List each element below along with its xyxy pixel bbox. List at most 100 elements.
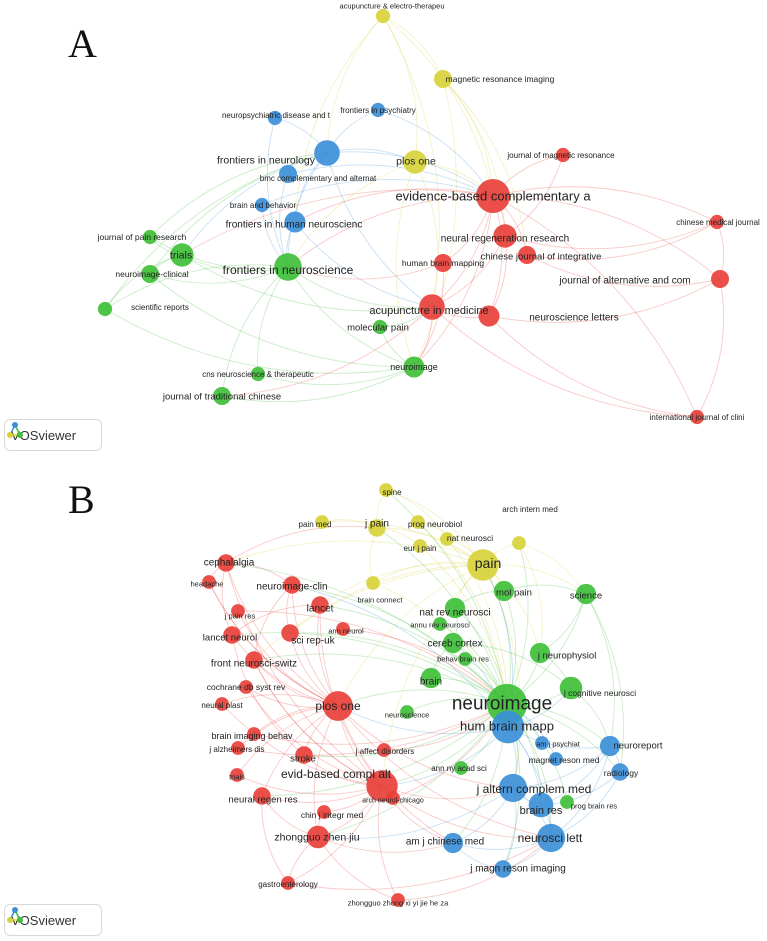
map-a-link bbox=[413, 195, 494, 368]
map-b-node-b51[interactable] bbox=[306, 825, 330, 849]
map-b-node-b52[interactable] bbox=[442, 832, 464, 854]
map-b-node-b48[interactable] bbox=[528, 792, 554, 818]
map-a-node-a21[interactable] bbox=[97, 301, 113, 317]
map-b-node-b16[interactable] bbox=[231, 604, 245, 618]
map-b-node-b26[interactable] bbox=[239, 680, 253, 694]
map-b-node-b27[interactable] bbox=[420, 667, 442, 689]
map-a-link bbox=[287, 266, 433, 309]
map-a-node-a25[interactable] bbox=[403, 356, 425, 378]
map-b-link bbox=[231, 604, 321, 636]
map-b-node-b56[interactable] bbox=[391, 893, 405, 907]
map-b-node-b23[interactable] bbox=[529, 642, 551, 664]
map-b-node-b14[interactable] bbox=[575, 583, 597, 605]
map-a-node-a4[interactable] bbox=[370, 102, 386, 118]
map-b-label-b20: sci rep-uk bbox=[291, 636, 335, 647]
map-b-node-b13[interactable] bbox=[366, 576, 380, 590]
map-a-label-a21: scientific reports bbox=[131, 303, 189, 312]
map-b-node-b34[interactable] bbox=[247, 727, 261, 741]
map-b-node-b40[interactable] bbox=[549, 752, 563, 766]
map-a-node-a20[interactable] bbox=[711, 270, 729, 288]
map-b-node-b25[interactable] bbox=[458, 652, 472, 666]
map-b-node-b35[interactable] bbox=[535, 736, 549, 750]
map-b-node-b36[interactable] bbox=[599, 735, 621, 757]
map-b-node-b38[interactable] bbox=[377, 743, 391, 757]
network-canvas-b[interactable]: spine arch intern med pain med j pain prog n… bbox=[0, 470, 767, 941]
map-a-node-a10[interactable] bbox=[254, 197, 270, 213]
map-b-node-b1[interactable] bbox=[379, 483, 393, 497]
map-b-node-b30[interactable] bbox=[215, 697, 229, 711]
map-b-node-b31[interactable] bbox=[323, 691, 353, 721]
map-a-node-a13[interactable] bbox=[493, 224, 517, 248]
map-a-node-a3[interactable] bbox=[267, 110, 283, 126]
map-a-node-a23[interactable] bbox=[478, 305, 500, 327]
map-a-node-a14[interactable] bbox=[142, 229, 158, 245]
map-a-node-a22[interactable] bbox=[419, 294, 445, 320]
vosviewer-badge-b[interactable]: VOSviewer bbox=[4, 904, 102, 936]
map-b-node-b46[interactable] bbox=[253, 787, 271, 805]
map-b-node-b18[interactable] bbox=[444, 597, 466, 619]
map-b-node-b17[interactable] bbox=[433, 617, 447, 631]
vosviewer-badge-a[interactable]: VOSviewer bbox=[4, 419, 102, 451]
map-b-node-b7[interactable] bbox=[413, 539, 427, 553]
map-b-node-b6[interactable] bbox=[440, 532, 454, 546]
map-b-node-b19[interactable] bbox=[223, 626, 241, 644]
map-a-node-a2[interactable] bbox=[434, 70, 452, 88]
map-b-node-b2[interactable] bbox=[512, 536, 526, 550]
map-b-node-b3[interactable] bbox=[315, 515, 329, 529]
map-a-node-a6[interactable] bbox=[403, 150, 427, 174]
map-b-node-b22[interactable] bbox=[442, 632, 464, 654]
map-b-node-b39[interactable] bbox=[295, 746, 313, 764]
map-a-node-a28[interactable] bbox=[689, 409, 705, 425]
map-b-node-b32[interactable] bbox=[400, 705, 414, 719]
map-a-node-a5[interactable] bbox=[314, 140, 340, 166]
map-b-node-b12[interactable] bbox=[493, 580, 515, 602]
map-a-node-a24[interactable] bbox=[372, 319, 388, 335]
map-a-node-a15[interactable] bbox=[170, 243, 194, 267]
map-b-link bbox=[385, 489, 448, 540]
map-b-node-b20[interactable] bbox=[281, 624, 299, 642]
map-b-node-b21[interactable] bbox=[336, 622, 350, 636]
map-b-node-b33[interactable] bbox=[491, 710, 525, 744]
map-b-node-b47[interactable] bbox=[386, 791, 400, 805]
map-b-node-b41[interactable] bbox=[611, 763, 629, 781]
map-b-node-b11[interactable] bbox=[283, 576, 301, 594]
map-a-node-a17[interactable] bbox=[434, 254, 452, 272]
map-a-link bbox=[149, 273, 415, 368]
map-b-node-b53[interactable] bbox=[536, 823, 566, 853]
map-b-node-b55[interactable] bbox=[281, 876, 295, 890]
map-a-node-a9[interactable] bbox=[476, 179, 510, 213]
map-a-label-a22: acupuncture in medicine bbox=[369, 305, 488, 317]
map-b-node-b50[interactable] bbox=[317, 805, 331, 819]
map-a-label-a16: chinese journal of integrative bbox=[481, 251, 602, 262]
map-b-node-b4[interactable] bbox=[368, 519, 386, 537]
map-a-node-a1[interactable] bbox=[375, 8, 391, 24]
map-b-node-b42[interactable] bbox=[230, 768, 244, 782]
map-b-node-b24[interactable] bbox=[245, 651, 263, 669]
map-b-node-b44[interactable] bbox=[454, 761, 468, 775]
map-b-node-b5[interactable] bbox=[411, 515, 425, 529]
map-a-node-a16[interactable] bbox=[518, 246, 536, 264]
map-b-label-b56: zhongguo zhong xi yi jie he za bbox=[348, 899, 449, 908]
map-a-node-a18[interactable] bbox=[274, 253, 302, 281]
map-b-node-b8[interactable] bbox=[467, 549, 499, 581]
map-a-node-a12[interactable] bbox=[709, 214, 725, 230]
map-b-link bbox=[225, 562, 383, 787]
map-b-link bbox=[208, 581, 339, 707]
vosviewer-label: VOSviewer bbox=[11, 427, 77, 443]
map-a-node-a27[interactable] bbox=[213, 387, 231, 405]
network-canvas-a[interactable]: acupuncture & electro-therapeu magnetic r… bbox=[0, 0, 767, 460]
map-a-node-a7[interactable] bbox=[279, 165, 297, 183]
map-b-node-b45[interactable] bbox=[498, 773, 528, 803]
map-a-node-a19[interactable] bbox=[141, 265, 159, 283]
map-b-node-b10[interactable] bbox=[202, 575, 216, 589]
map-b-node-b15[interactable] bbox=[311, 596, 329, 614]
map-b-node-b29[interactable] bbox=[559, 676, 583, 700]
map-b-node-b49[interactable] bbox=[560, 795, 574, 809]
map-a-node-a11[interactable] bbox=[284, 211, 306, 233]
map-b-node-b37[interactable] bbox=[231, 741, 245, 755]
map-b-node-b54[interactable] bbox=[494, 860, 512, 878]
map-b-node-b9[interactable] bbox=[217, 554, 235, 572]
map-a-node-a8[interactable] bbox=[555, 147, 571, 163]
map-b-label-b16: j pain res bbox=[224, 612, 256, 621]
map-a-node-a26[interactable] bbox=[250, 366, 266, 382]
